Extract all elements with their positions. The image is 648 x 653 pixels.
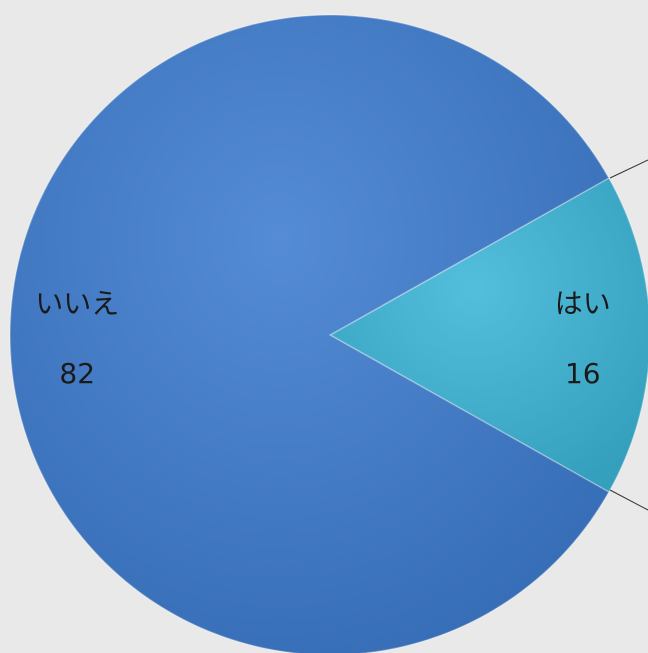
value-label: 82 (59, 357, 95, 390)
leader-line (609, 159, 648, 179)
value-label: 16 (565, 357, 601, 390)
slice-label: はい (555, 287, 611, 320)
slice-shade (330, 177, 648, 493)
leader-line (609, 489, 648, 511)
slice-label: いいえ (35, 287, 119, 320)
pie (9, 14, 648, 653)
slice-shade (10, 15, 609, 653)
